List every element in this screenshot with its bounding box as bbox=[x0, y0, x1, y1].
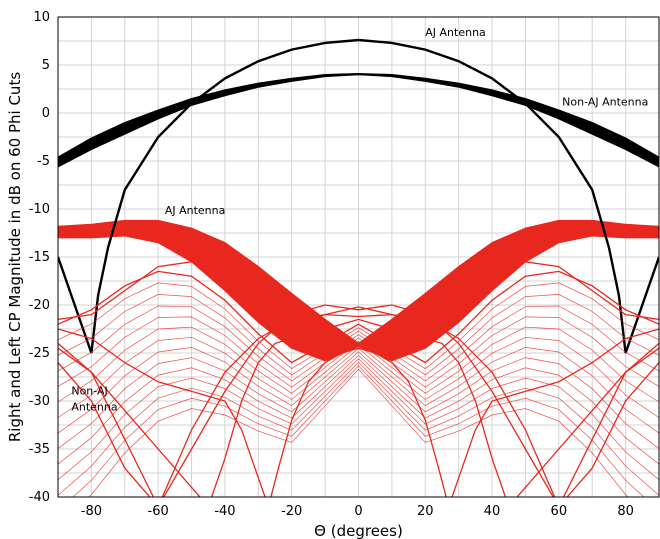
x-tick-label: -80 bbox=[81, 504, 102, 519]
series-line-3 bbox=[58, 261, 659, 325]
x-tick-label: -60 bbox=[148, 504, 169, 519]
y-tick-label: -25 bbox=[29, 346, 50, 361]
x-tick-label: 80 bbox=[617, 504, 634, 519]
lhcp-cut-line bbox=[58, 336, 659, 418]
lhcp-cut-family bbox=[58, 271, 659, 497]
series-line-8 bbox=[58, 313, 659, 497]
annotation-label: Antenna bbox=[71, 401, 117, 414]
x-tick-label: 60 bbox=[551, 504, 568, 519]
y-tick-label: 5 bbox=[42, 58, 50, 73]
annotations: AJ Antenna Non-AJ Antenna AJ Antenna Non-AJ… bbox=[71, 26, 648, 413]
lhcp-cut-line bbox=[58, 358, 659, 480]
lhcp-cut-line bbox=[58, 271, 659, 364]
lhcp-cut-line bbox=[58, 354, 659, 465]
series-band-2 bbox=[58, 219, 659, 362]
y-tick-label: 10 bbox=[33, 10, 50, 25]
x-tick-label: -20 bbox=[281, 504, 302, 519]
annotation-label: Non-AJ Antenna bbox=[562, 95, 648, 108]
lhcp-cut-line bbox=[58, 326, 659, 403]
x-axis-label: Θ (degrees) bbox=[314, 522, 403, 539]
lhcp-cut-line bbox=[58, 316, 659, 388]
annotation-label: AJ Antenna bbox=[165, 204, 226, 217]
annotation-label: Non-AJ bbox=[71, 384, 107, 397]
series-line-1 bbox=[58, 38, 659, 354]
plot-frame bbox=[57, 16, 660, 498]
lhcp-cut-line bbox=[88, 368, 629, 497]
lhcp-cut-line bbox=[58, 347, 659, 434]
x-axis-ticks: -80 -60 -40 -20 0 20 40 60 80 bbox=[81, 504, 634, 519]
y-tick-label: -10 bbox=[29, 202, 50, 217]
series-lines bbox=[58, 38, 659, 497]
y-tick-label: -30 bbox=[29, 394, 50, 409]
y-axis-label: Right and Left CP Magnitude in dB on 60 … bbox=[6, 72, 24, 442]
series-band-0 bbox=[58, 72, 659, 168]
grid bbox=[57, 16, 660, 498]
lhcp-cut-line bbox=[72, 365, 645, 497]
x-tick-label: 20 bbox=[417, 504, 434, 519]
lhcp-cut-line bbox=[58, 361, 659, 496]
y-tick-label: -5 bbox=[37, 154, 50, 169]
y-tick-label: 0 bbox=[42, 106, 50, 121]
y-tick-label: -35 bbox=[29, 442, 50, 457]
y-tick-label: -40 bbox=[29, 490, 50, 505]
lhcp-cut-line bbox=[58, 294, 659, 376]
x-tick-label: -40 bbox=[214, 504, 235, 519]
annotation-label: AJ Antenna bbox=[425, 26, 486, 39]
y-tick-label: -15 bbox=[29, 250, 50, 265]
x-tick-label: 40 bbox=[484, 504, 501, 519]
bands bbox=[58, 72, 659, 362]
x-tick-label: 0 bbox=[354, 504, 362, 519]
series-line-6 bbox=[58, 304, 659, 497]
lhcp-cut-line bbox=[58, 282, 659, 370]
y-axis-ticks: 10 5 0 -5 -10 -15 -20 -25 -30 -35 -40 bbox=[29, 10, 50, 505]
series-line-4 bbox=[58, 318, 659, 497]
lhcp-cut-line bbox=[58, 351, 659, 449]
lhcp-cut-line bbox=[58, 305, 659, 382]
y-tick-label: -20 bbox=[29, 298, 50, 313]
